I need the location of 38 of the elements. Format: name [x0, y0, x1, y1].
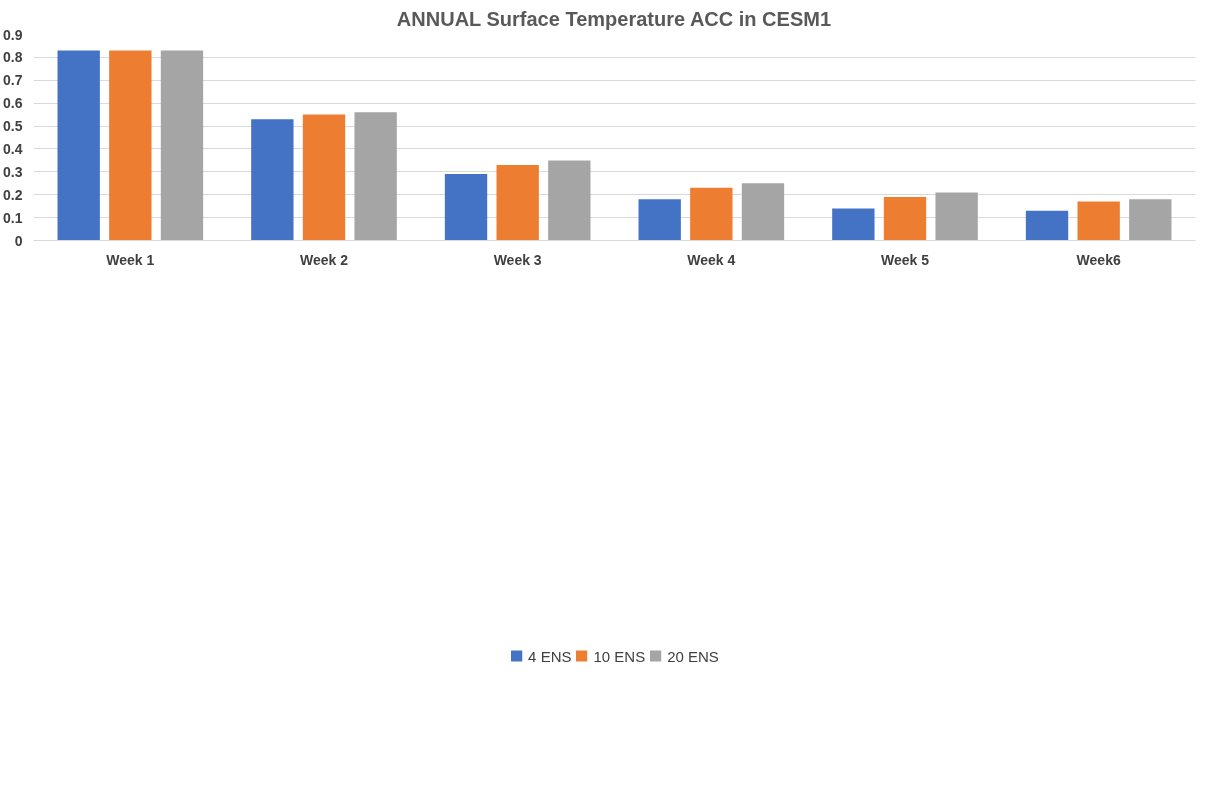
y-tick-label: 0.7 — [3, 72, 23, 89]
bar — [883, 197, 927, 241]
bar — [109, 50, 152, 241]
bar — [1077, 201, 1120, 241]
x-tick-label: Week 4 — [687, 251, 736, 268]
bar — [57, 50, 100, 241]
y-tick-label: 0.3 — [3, 163, 23, 180]
bar — [1025, 210, 1069, 241]
bar — [1129, 199, 1172, 241]
bar — [638, 199, 681, 241]
chart-title: ANNUAL Surface Temperature ACC in CESM1 — [396, 7, 832, 30]
x-tick-label: Week 3 — [493, 251, 542, 268]
y-tick-label: 0.4 — [3, 140, 23, 157]
bar — [935, 192, 978, 241]
bar — [354, 112, 397, 241]
y-tick-label: 0 — [14, 232, 23, 249]
bar — [160, 50, 204, 241]
x-tick-label: Week 1 — [106, 251, 155, 268]
y-tick-label: 0.5 — [3, 118, 23, 135]
legend-label: 10 ENS — [593, 647, 646, 665]
legend-label: 4 ENS — [528, 647, 572, 665]
y-tick-label: 0.2 — [3, 186, 23, 203]
bar — [690, 187, 733, 241]
x-tick-label: Week 2 — [300, 251, 349, 268]
y-tick-label: 0.9 — [3, 26, 23, 43]
y-tick-label: 0.8 — [3, 49, 23, 66]
bar — [496, 164, 539, 241]
y-tick-label: 0.1 — [3, 209, 23, 226]
y-tick-label: 0.6 — [3, 95, 23, 112]
legend-label: 20 ENS — [667, 647, 719, 665]
bar — [444, 174, 488, 241]
bar — [251, 119, 294, 241]
bar — [741, 183, 785, 241]
bar — [302, 114, 346, 241]
bar — [548, 160, 591, 241]
x-tick-label: Week6 — [1076, 251, 1121, 268]
bar — [832, 208, 875, 241]
x-tick-label: Week 5 — [881, 251, 930, 268]
